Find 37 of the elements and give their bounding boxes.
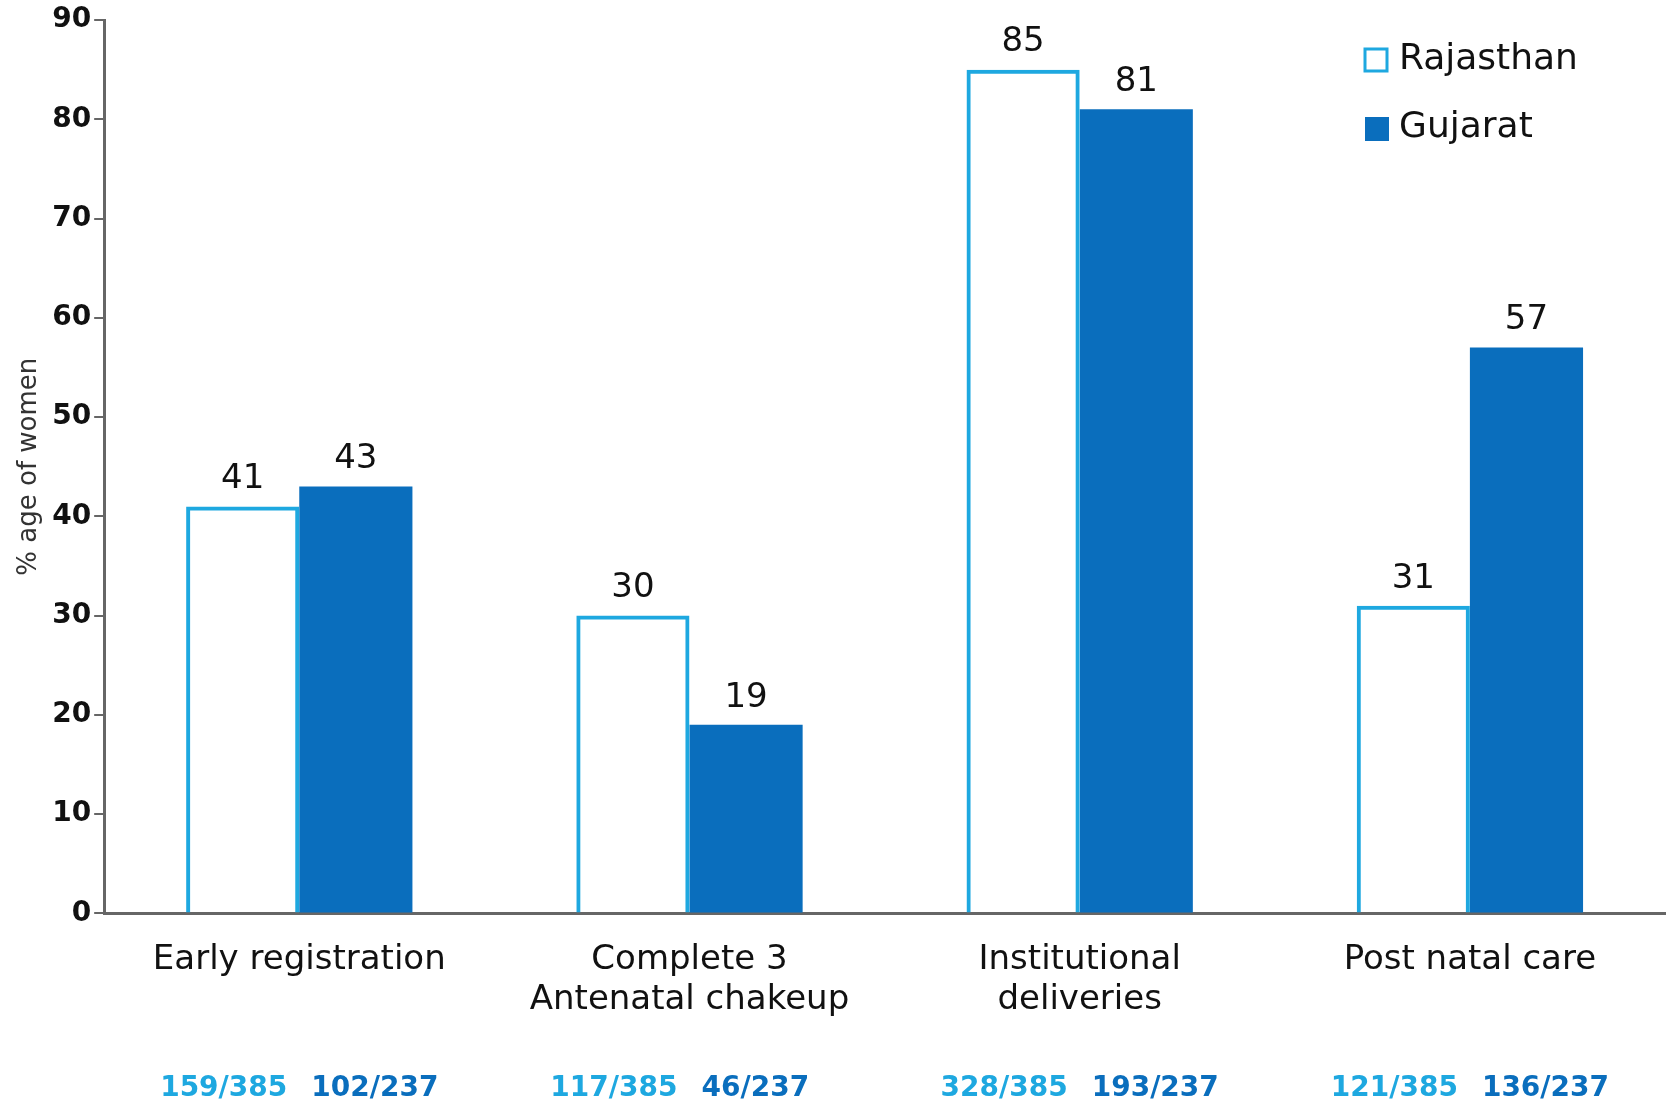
data-label: 31 bbox=[1391, 555, 1435, 596]
bar bbox=[689, 724, 803, 913]
x-tick-label: Complete 3 Antenatal chakeup bbox=[529, 936, 850, 1018]
y-tick-label: 40 bbox=[52, 497, 92, 531]
data-label: 19 bbox=[724, 674, 768, 715]
bar bbox=[1079, 109, 1193, 913]
y-tick-label: 0 bbox=[71, 894, 92, 928]
y-tick-label: 10 bbox=[52, 795, 92, 829]
bar bbox=[1469, 347, 1584, 913]
data-label: 30 bbox=[611, 565, 655, 606]
text: 121/385 bbox=[1330, 1070, 1458, 1104]
y-tick-label: 90 bbox=[52, 1, 92, 35]
legend-label: Rajasthan bbox=[1399, 36, 1578, 78]
y-tick-label: 60 bbox=[52, 299, 92, 333]
y-tick-label: 80 bbox=[52, 100, 92, 134]
text: 136/237 bbox=[1481, 1070, 1610, 1104]
data-label: 41 bbox=[221, 456, 265, 497]
data-label: 81 bbox=[1114, 59, 1158, 100]
y-tick-label: 30 bbox=[52, 596, 92, 630]
text: 46/237 bbox=[701, 1070, 810, 1104]
x-tick-label: Early registration bbox=[152, 936, 446, 977]
x-tick-label: Post natal care bbox=[1343, 936, 1597, 977]
text: 102/237 bbox=[311, 1070, 439, 1104]
y-tick-label: 50 bbox=[52, 398, 92, 432]
text: 328/385 bbox=[940, 1070, 1068, 1104]
bar bbox=[299, 486, 413, 913]
data-label: 57 bbox=[1504, 297, 1549, 338]
y-tick-label: 20 bbox=[52, 696, 92, 730]
text: 159/385 bbox=[160, 1070, 288, 1104]
y-axis-title: % age of women bbox=[12, 357, 43, 576]
data-label: 85 bbox=[1001, 19, 1045, 60]
text: 193/237 bbox=[1091, 1070, 1219, 1104]
x-tick-label: Institutional deliveries bbox=[978, 936, 1181, 1018]
legend-label: Gujarat bbox=[1399, 104, 1533, 146]
text: 117/385 bbox=[550, 1070, 678, 1104]
data-label: 43 bbox=[334, 436, 378, 477]
y-tick-label: 70 bbox=[52, 199, 92, 233]
